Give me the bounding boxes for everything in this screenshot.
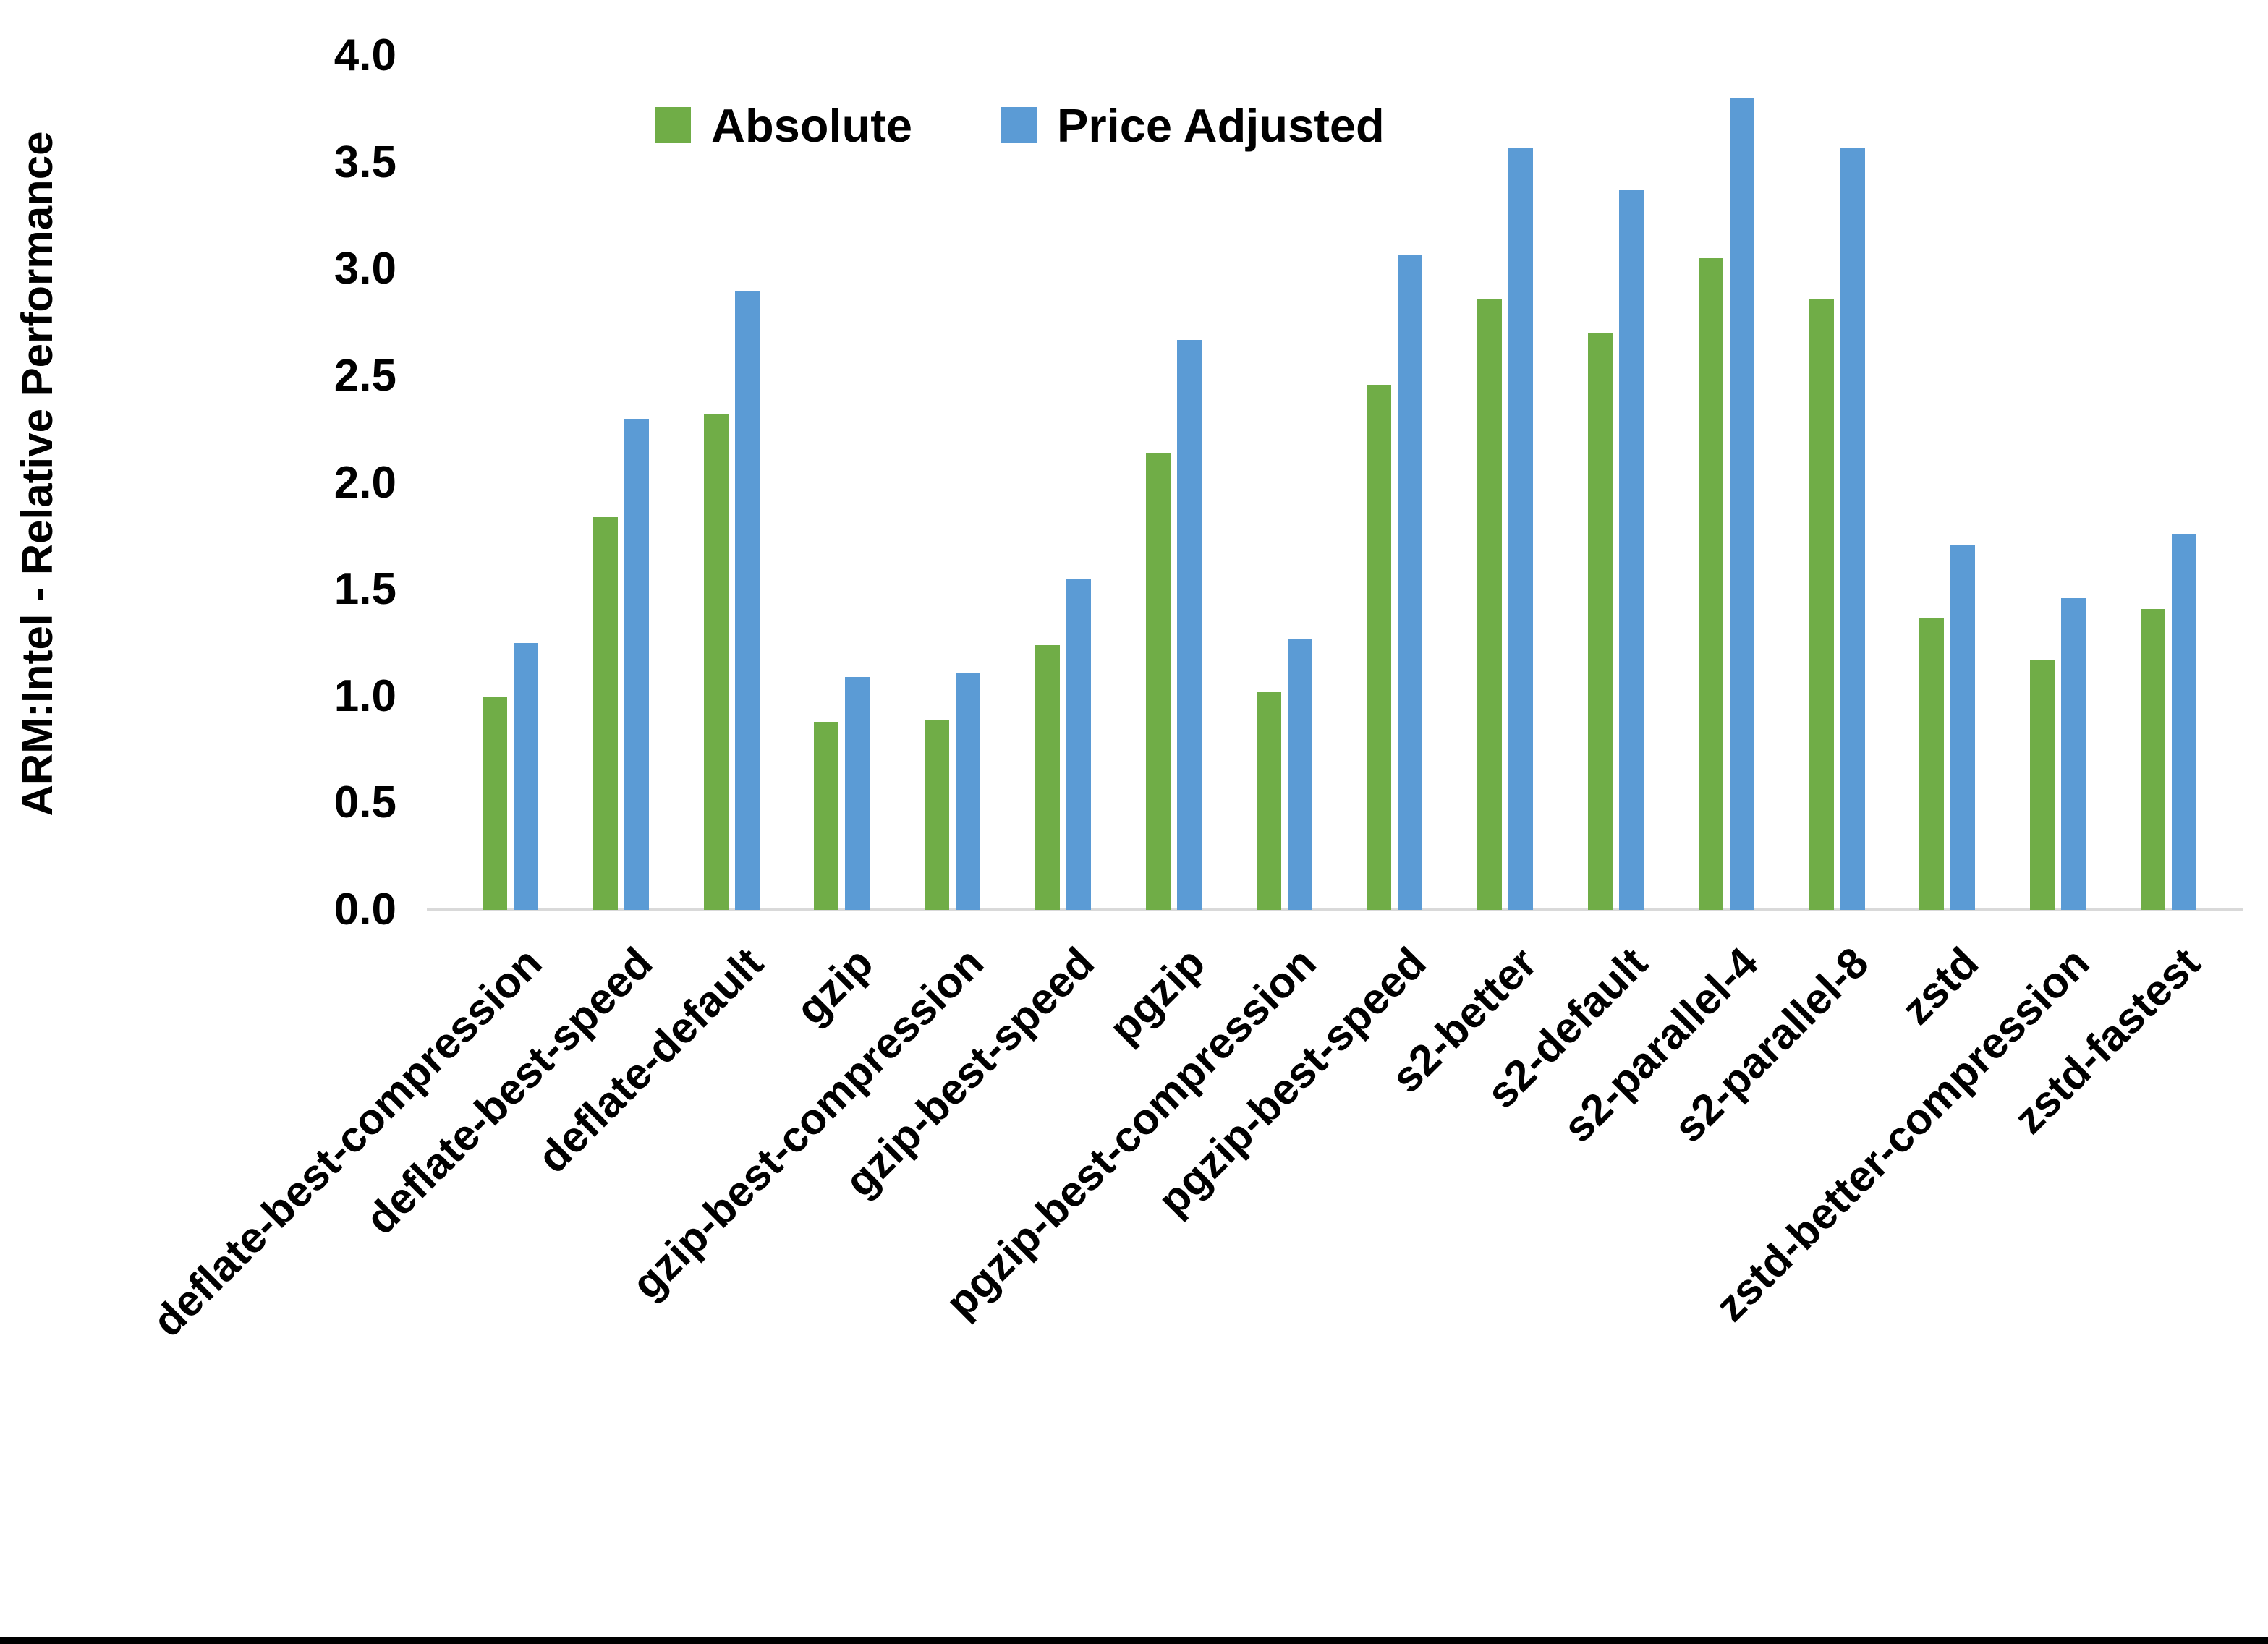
bar-absolute — [925, 720, 949, 910]
bar-absolute — [814, 722, 838, 910]
bar-price-adjusted — [735, 291, 760, 910]
bar-absolute — [1477, 299, 1502, 910]
x-axis-label: zstd — [1892, 938, 1988, 1034]
bar-price-adjusted — [845, 677, 870, 910]
x-axis-line — [427, 908, 2243, 911]
y-tick-label: 2.0 — [334, 457, 396, 508]
bar-absolute — [1699, 258, 1723, 910]
bar-absolute — [1588, 333, 1613, 910]
bar-price-adjusted — [956, 673, 980, 910]
bar-absolute — [1367, 385, 1391, 910]
bar-price-adjusted — [1066, 579, 1091, 910]
bar-price-adjusted — [624, 419, 649, 910]
legend-swatch-price-adjusted — [1001, 107, 1037, 143]
bar-absolute — [1919, 618, 1944, 910]
y-tick-label: 4.0 — [334, 30, 396, 80]
bar-price-adjusted — [1177, 340, 1202, 910]
bar-price-adjusted — [1288, 639, 1312, 910]
bar-absolute — [2030, 660, 2055, 910]
y-tick-label: 3.5 — [334, 137, 396, 187]
legend-label-price-adjusted: Price Adjusted — [1057, 98, 1385, 152]
bar-absolute — [704, 414, 729, 910]
legend-swatch-absolute — [655, 107, 691, 143]
bar-price-adjusted — [1508, 148, 1533, 910]
bar-price-adjusted — [514, 643, 538, 910]
bar-price-adjusted — [1950, 545, 1975, 910]
y-tick-label: 3.0 — [334, 244, 396, 294]
bar-absolute — [593, 517, 618, 910]
bar-absolute — [2141, 609, 2165, 910]
bar-price-adjusted — [2172, 534, 2196, 910]
legend-label-absolute: Absolute — [711, 98, 913, 152]
x-axis-label: gzip — [786, 938, 883, 1034]
bar-absolute — [1146, 453, 1171, 910]
y-tick-label: 0.5 — [334, 778, 396, 828]
legend: Absolute Price Adjusted — [0, 98, 2268, 158]
bar-absolute — [1809, 299, 1834, 910]
y-tick-label: 2.5 — [334, 350, 396, 401]
legend-item-price-adjusted: Price Adjusted — [1001, 98, 1385, 152]
y-tick-label: 0.0 — [334, 885, 396, 934]
y-tick-label: 1.5 — [334, 564, 396, 615]
bar-price-adjusted — [1840, 148, 1865, 910]
bar-price-adjusted — [2061, 598, 2086, 910]
bar-absolute — [1035, 645, 1060, 910]
y-tick-label: 1.0 — [334, 670, 396, 721]
legend-item-absolute: Absolute — [655, 98, 913, 152]
bar-absolute — [483, 697, 507, 910]
bottom-border — [0, 1637, 2268, 1644]
bar-price-adjusted — [1619, 190, 1644, 910]
bar-absolute — [1257, 692, 1281, 910]
bar-price-adjusted — [1730, 98, 1754, 910]
bar-price-adjusted — [1398, 255, 1422, 910]
